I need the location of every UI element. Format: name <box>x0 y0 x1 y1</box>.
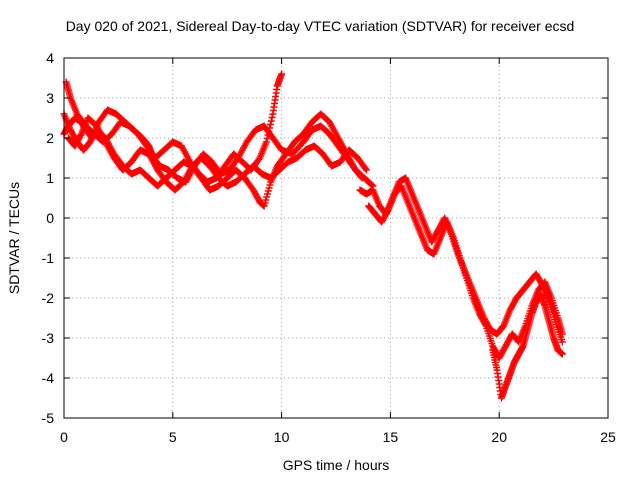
x-tick-label: 25 <box>600 429 616 445</box>
data-point <box>267 117 275 125</box>
data-point <box>263 135 271 142</box>
y-tick-label: 4 <box>46 50 54 66</box>
plot-frame <box>63 57 609 419</box>
y-tick-label: -2 <box>42 290 55 306</box>
x-axis-label: GPS time / hours <box>282 457 390 473</box>
x-tick-label: 15 <box>383 429 399 445</box>
data-point <box>77 132 85 139</box>
data-point <box>383 208 391 215</box>
data-point <box>357 173 365 181</box>
data-point <box>262 138 270 146</box>
data-point <box>265 128 273 135</box>
data-point <box>266 124 274 132</box>
data-markers <box>60 70 566 402</box>
data-point <box>481 321 489 328</box>
data-point <box>558 338 566 346</box>
chart-title: Day 020 of 2021, Sidereal Day-to-day VTE… <box>65 18 575 34</box>
data-point <box>358 174 366 182</box>
data-point <box>361 165 369 172</box>
x-tick-label: 0 <box>60 429 68 445</box>
y-tick-label: -1 <box>42 250 55 266</box>
y-tick-label: 2 <box>46 130 54 146</box>
y-tick-label: 0 <box>46 210 54 226</box>
data-point <box>558 350 566 358</box>
series-track-4 <box>64 114 370 194</box>
y-tick-label: 3 <box>46 90 54 106</box>
data-point <box>558 330 566 338</box>
data-point <box>362 166 370 174</box>
data-point <box>264 131 272 139</box>
y-tick-label: -5 <box>42 410 55 426</box>
x-tick-label: 10 <box>274 429 290 445</box>
data-point <box>268 114 276 121</box>
y-tick-label: 1 <box>46 170 54 186</box>
grid-lines <box>64 58 608 418</box>
y-axis-label: SDTVAR / TECUs <box>6 181 22 295</box>
axis-ticks: -5 -4 -3 -2 -1 0 1 2 3 4 0 5 10 15 20 25 <box>42 50 616 445</box>
x-tick-label: 5 <box>169 429 177 445</box>
data-point <box>266 121 274 128</box>
data-point <box>278 70 286 78</box>
y-tick-label: -3 <box>42 330 55 346</box>
y-tick-label: -4 <box>42 370 55 386</box>
x-tick-label: 20 <box>491 429 507 445</box>
series-track-7 <box>489 290 566 402</box>
